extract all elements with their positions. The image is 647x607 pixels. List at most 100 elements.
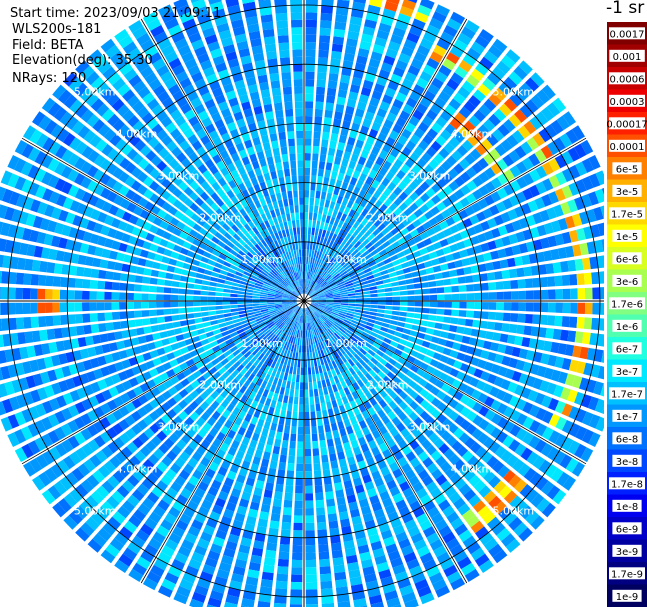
ray-cell [289, 228, 294, 236]
ray-cell [304, 263, 306, 272]
ray-cell [318, 161, 326, 170]
ray-cell [310, 280, 314, 288]
ray-cell [488, 475, 501, 489]
ray-cell [293, 404, 298, 412]
ray-cell [326, 438, 334, 447]
ray-cell [425, 187, 436, 198]
ray-cell [451, 301, 460, 309]
ray-cell [318, 42, 330, 51]
ray-cell [168, 336, 178, 344]
ray-cell [530, 265, 540, 276]
ray-cell [344, 361, 352, 369]
ray-cell [470, 265, 480, 274]
ray-cell [344, 331, 352, 338]
ray-cell [281, 379, 287, 388]
ray-cell [422, 134, 434, 145]
ray-cell [383, 385, 393, 394]
ray-cell [392, 291, 400, 296]
ray-cell [554, 433, 567, 448]
ray-cell [449, 368, 460, 378]
ray-cell [291, 313, 296, 320]
ray-cell [335, 149, 344, 158]
ray-cell [509, 495, 523, 509]
ray-cell [272, 377, 279, 386]
ray-cell [426, 244, 435, 253]
ray-cell [370, 297, 378, 301]
ray-cell [234, 381, 243, 391]
ray-cell [37, 302, 46, 314]
ray-cell [341, 181, 349, 191]
ray-cell [484, 181, 496, 193]
ray-cell [508, 474, 522, 488]
ray-cell [508, 114, 522, 128]
ray-cell [144, 544, 159, 557]
ray-cell [451, 440, 463, 452]
ray-cell [352, 211, 360, 220]
ray-cell [335, 103, 345, 113]
ray-cell [359, 246, 367, 255]
ray-cell [406, 370, 416, 379]
ray-cell [414, 405, 425, 416]
ray-cell [308, 289, 314, 296]
ray-cell [438, 338, 447, 346]
ray-cell [504, 222, 515, 234]
ray-cell [386, 479, 397, 490]
ray-cell [204, 326, 213, 333]
ray-cell [501, 54, 516, 69]
ray-cell [450, 517, 464, 530]
ray-cell [305, 544, 316, 553]
ray-cell [489, 204, 500, 216]
ray-cell [312, 282, 317, 289]
ray-cell [600, 205, 604, 219]
ray-cell [426, 128, 438, 140]
ray-cell [501, 323, 510, 333]
ray-cell [333, 406, 340, 416]
ray-cell [446, 511, 460, 524]
ray-cell [150, 269, 159, 277]
ray-cell [387, 550, 401, 561]
ray-cell [277, 378, 283, 387]
ray-cell [324, 109, 333, 119]
ray-cell [254, 350, 262, 359]
ray-cell [254, 393, 262, 403]
ray-cell [304, 330, 306, 339]
ray-cell [216, 431, 226, 442]
ray-cell [410, 532, 424, 544]
ray-cell [368, 463, 379, 474]
ray-cell [405, 317, 414, 324]
ray-cell [464, 386, 475, 397]
ray-cell [376, 334, 385, 341]
ray-cell [320, 281, 327, 287]
ray-cell [512, 130, 525, 144]
ray-cell [346, 285, 354, 290]
ray-cell [422, 115, 434, 127]
ray-cell [492, 38, 508, 53]
ray-cell [426, 57, 440, 70]
ray-cell [414, 338, 424, 346]
ray-cell [414, 11, 429, 24]
ray-cell [194, 545, 207, 556]
ray-cell [386, 438, 396, 448]
ray-cell [496, 291, 504, 300]
ray-cell [166, 450, 178, 462]
ray-cell [318, 551, 330, 560]
ray-cell [389, 486, 401, 497]
ray-cell [326, 95, 336, 104]
ray-cell [399, 306, 408, 312]
ray-cell [340, 465, 349, 475]
ray-cell [340, 325, 348, 332]
ray-cell [394, 264, 403, 271]
ray-cell [583, 317, 593, 330]
ray-cell [412, 344, 422, 352]
ray-cell [387, 41, 401, 52]
ray-cell [392, 259, 401, 266]
ray-cell [370, 293, 378, 298]
ray-cell [392, 217, 402, 226]
ray-cell [572, 244, 582, 257]
ray-cell [337, 237, 344, 245]
ray-cell [200, 256, 210, 264]
ray-cell [561, 358, 572, 371]
ray-cell [205, 406, 215, 416]
ray-cell [580, 139, 594, 155]
ray-cell [420, 192, 430, 203]
